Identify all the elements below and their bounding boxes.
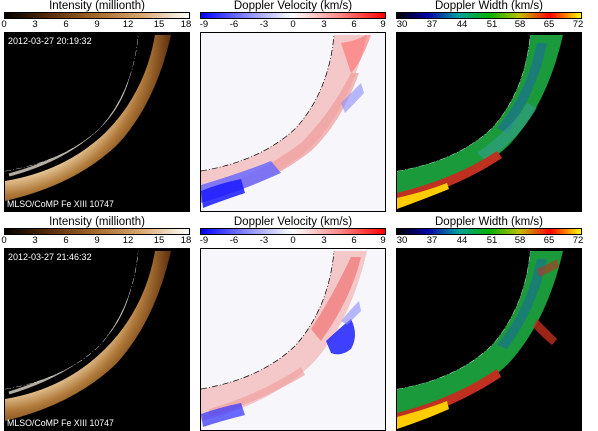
colorbar-tick: 15 (153, 235, 165, 246)
colorbar-tick: -9 (199, 19, 209, 30)
colorbar-tick: 37 (426, 235, 438, 246)
colorbar-title: Doppler Width (km/s) (435, 0, 543, 12)
colorbar-tick: 0 (1, 235, 7, 246)
colorbar-tick: -3 (259, 235, 269, 246)
colorbar-tick: 58 (514, 235, 526, 246)
colorbar-tick: 30 (396, 235, 408, 246)
colorbar-tick: 6 (63, 235, 69, 246)
velocity-image (200, 32, 386, 212)
colorbar-tick: 37 (426, 19, 438, 30)
colorbar-tick: 72 (572, 235, 584, 246)
colorbar-tick: 58 (514, 19, 526, 30)
instrument-label: MLSO/CoMP Fe XIII 10747 (7, 418, 114, 428)
colorbar-tick: 51 (486, 235, 498, 246)
colorbar-tick: 65 (543, 19, 555, 30)
colorbar-tick: 3 (321, 235, 327, 246)
intensity-image: 2012-03-27 21:46:32 MLSO/CoMP Fe XIII 10… (4, 248, 190, 431)
width-colorbar (396, 12, 582, 19)
colorbar-tick: 3 (32, 235, 38, 246)
colorbar-tick: 0 (290, 235, 296, 246)
colorbar-tick: -9 (199, 235, 209, 246)
colorbar-tick: 6 (63, 19, 69, 30)
velocity-image (200, 248, 386, 431)
colorbar-tick: 44 (456, 19, 468, 30)
colorbar-tick: 18 (180, 19, 192, 30)
width-image (396, 32, 582, 212)
velocity-colorbar (200, 12, 386, 19)
colorbar-tick: 12 (122, 235, 134, 246)
colorbar-tick: -6 (229, 19, 239, 30)
colorbar-tick: 18 (180, 235, 192, 246)
timestamp: 2012-03-27 20:19:32 (8, 36, 92, 46)
colorbar-tick: 9 (380, 235, 386, 246)
colorbar-tick: 0 (290, 19, 296, 30)
colorbar-tick: 3 (321, 19, 327, 30)
colorbar-tick: 30 (396, 19, 408, 30)
colorbar-tick: 65 (543, 235, 555, 246)
colorbar-tick: -3 (259, 19, 269, 30)
intensity-colorbar (4, 228, 190, 235)
velocity-colorbar (200, 228, 386, 235)
colorbar-tick: 9 (380, 19, 386, 30)
colorbar-tick: 12 (122, 19, 134, 30)
colorbar-title: Doppler Velocity (km/s) (233, 0, 353, 12)
timestamp: 2012-03-27 21:46:32 (8, 252, 92, 262)
width-image (396, 248, 582, 431)
colorbar-title: Doppler Velocity (km/s) (233, 216, 353, 228)
intensity-image: 2012-03-27 20:19:32 MLSO/CoMP Fe XIII 10… (4, 32, 190, 212)
colorbar-tick: 3 (32, 19, 38, 30)
colorbar-tick: 51 (486, 19, 498, 30)
colorbar-tick: 15 (153, 19, 165, 30)
colorbar-title: Doppler Width (km/s) (435, 216, 543, 228)
colorbar-tick: 6 (351, 19, 357, 30)
intensity-colorbar (4, 12, 190, 19)
colorbar-tick: 9 (94, 19, 100, 30)
colorbar-tick: 44 (456, 235, 468, 246)
colorbar-tick: 72 (572, 19, 584, 30)
colorbar-tick: 6 (351, 235, 357, 246)
width-colorbar (396, 228, 582, 235)
colorbar-tick: 9 (94, 235, 100, 246)
colorbar-tick: 0 (1, 19, 7, 30)
colorbar-title: Intensity (millionth) (49, 216, 145, 228)
colorbar-title: Intensity (millionth) (49, 0, 145, 12)
colorbar-tick: -6 (229, 235, 239, 246)
instrument-label: MLSO/CoMP Fe XIII 10747 (7, 199, 114, 209)
